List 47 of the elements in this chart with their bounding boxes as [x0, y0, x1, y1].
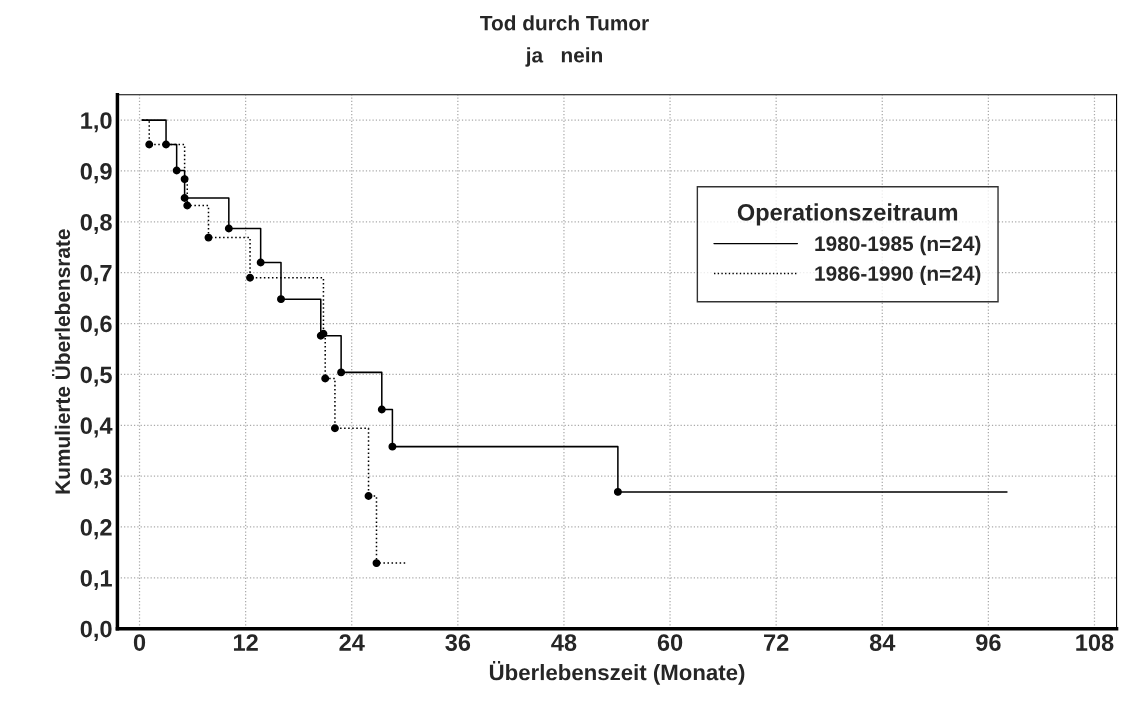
- point: [337, 368, 346, 377]
- point: [277, 295, 285, 304]
- y-tick-label: 0,4: [80, 417, 113, 438]
- x-tick-label: 0: [133, 634, 146, 651]
- point: [180, 175, 189, 184]
- x-tick-label: 12: [233, 634, 258, 651]
- chart-subtitle: ja nein: [525, 47, 602, 67]
- point: [246, 273, 255, 282]
- y-tick-label: 0,8: [80, 213, 112, 235]
- point: [183, 201, 192, 210]
- x-tick-label: 36: [445, 634, 471, 651]
- y-tick-label: 0,0: [80, 620, 112, 641]
- x-tick-label: 48: [551, 634, 577, 651]
- chart-title: Tod durch Tumor: [480, 15, 649, 31]
- legend-label: 1986-1990 (n=24): [815, 265, 981, 286]
- point: [321, 374, 330, 383]
- y-tick-label: 0,6: [80, 315, 112, 336]
- x-tick-label: 96: [976, 634, 1001, 651]
- point: [330, 424, 339, 433]
- y-tick-label: 0,2: [80, 519, 112, 540]
- x-tick-label: 72: [764, 634, 789, 651]
- point: [172, 166, 181, 175]
- point: [372, 559, 381, 568]
- point: [162, 140, 171, 149]
- point: [180, 193, 189, 202]
- x-axis-title: Überlebenszeit (Monate): [489, 661, 745, 685]
- point: [256, 258, 265, 267]
- legend-title: Operationszeitraum: [737, 203, 958, 226]
- y-axis-title: Kumulierte Überlebensrate: [52, 229, 71, 494]
- legend-label: 1980-1985 (n=24): [815, 235, 981, 256]
- point: [364, 492, 373, 500]
- point: [224, 224, 233, 233]
- y-tick-label: 0,5: [80, 366, 112, 387]
- y-tick-label: 0,7: [80, 264, 112, 285]
- x-tick-label: 60: [657, 634, 683, 651]
- x-tick-label: 84: [869, 634, 896, 651]
- y-tick-label: 0,1: [80, 569, 112, 591]
- point: [204, 233, 213, 242]
- point: [613, 487, 622, 496]
- point: [145, 140, 154, 149]
- y-tick-label: 0,9: [80, 163, 112, 184]
- point: [377, 405, 386, 414]
- point: [388, 442, 397, 451]
- x-tick-label: 108: [1076, 634, 1114, 651]
- y-tick-label: 0,3: [80, 468, 112, 489]
- y-tick-label: 1,0: [81, 112, 112, 133]
- x-tick-label: 24: [339, 634, 365, 651]
